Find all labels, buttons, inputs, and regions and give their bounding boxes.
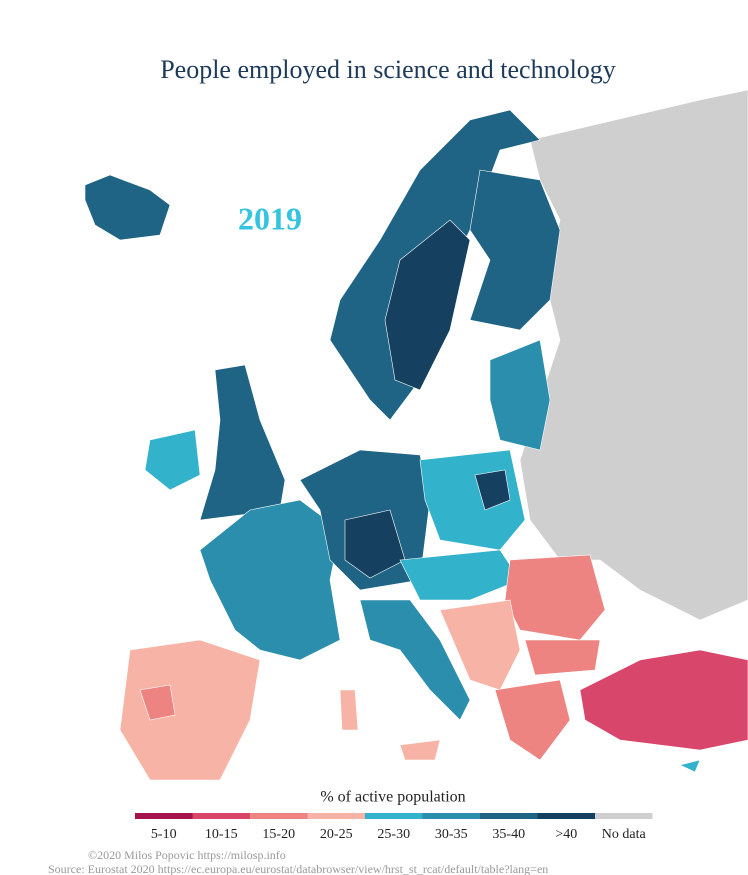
region <box>119 639 261 781</box>
legend-title: % of active population <box>320 789 465 806</box>
region <box>84 174 171 241</box>
legend-swatch <box>250 813 308 819</box>
region <box>524 639 601 676</box>
legend-label: 35-40 <box>492 827 525 842</box>
credit: Source: Eurostat 2020 https://ec.europa.… <box>48 862 548 875</box>
region <box>359 599 471 721</box>
region <box>339 689 359 731</box>
legend-swatch <box>595 813 653 819</box>
legend-label: No data <box>602 827 647 842</box>
legend-label: 25-30 <box>377 827 410 842</box>
legend-swatch <box>192 813 250 819</box>
legend-label: 10-15 <box>205 827 238 842</box>
region <box>439 599 521 691</box>
region <box>579 649 748 751</box>
region <box>504 554 606 641</box>
region <box>144 429 201 491</box>
region <box>139 684 176 721</box>
title: People employed in science and technolog… <box>160 55 616 84</box>
region <box>199 499 341 661</box>
region <box>494 679 571 761</box>
region <box>344 509 406 579</box>
legend-label: 5-10 <box>151 827 177 842</box>
legend-label: 20-25 <box>320 827 353 842</box>
legend: 5-10 10-15 15-20 20-25 25-30 30-35 35-40 >40 No … <box>135 813 653 842</box>
legend-swatch <box>537 813 595 819</box>
legend-swatch <box>480 813 538 819</box>
legend-swatch <box>307 813 365 819</box>
legend-swatch <box>365 813 423 819</box>
legend-swatch <box>422 813 480 819</box>
region <box>474 469 511 511</box>
region <box>489 339 551 451</box>
region <box>399 549 521 601</box>
region <box>384 219 471 391</box>
legend-label: 30-35 <box>435 827 468 842</box>
legend-label: 15-20 <box>262 827 295 842</box>
legend-swatch <box>135 813 193 819</box>
region <box>399 739 441 761</box>
map <box>84 89 748 781</box>
legend-label: >40 <box>555 827 577 842</box>
credit: ©2020 Milos Popovic https://milosp.info <box>88 848 286 862</box>
year: 2019 <box>238 200 302 236</box>
region <box>679 759 701 773</box>
region <box>469 169 561 331</box>
